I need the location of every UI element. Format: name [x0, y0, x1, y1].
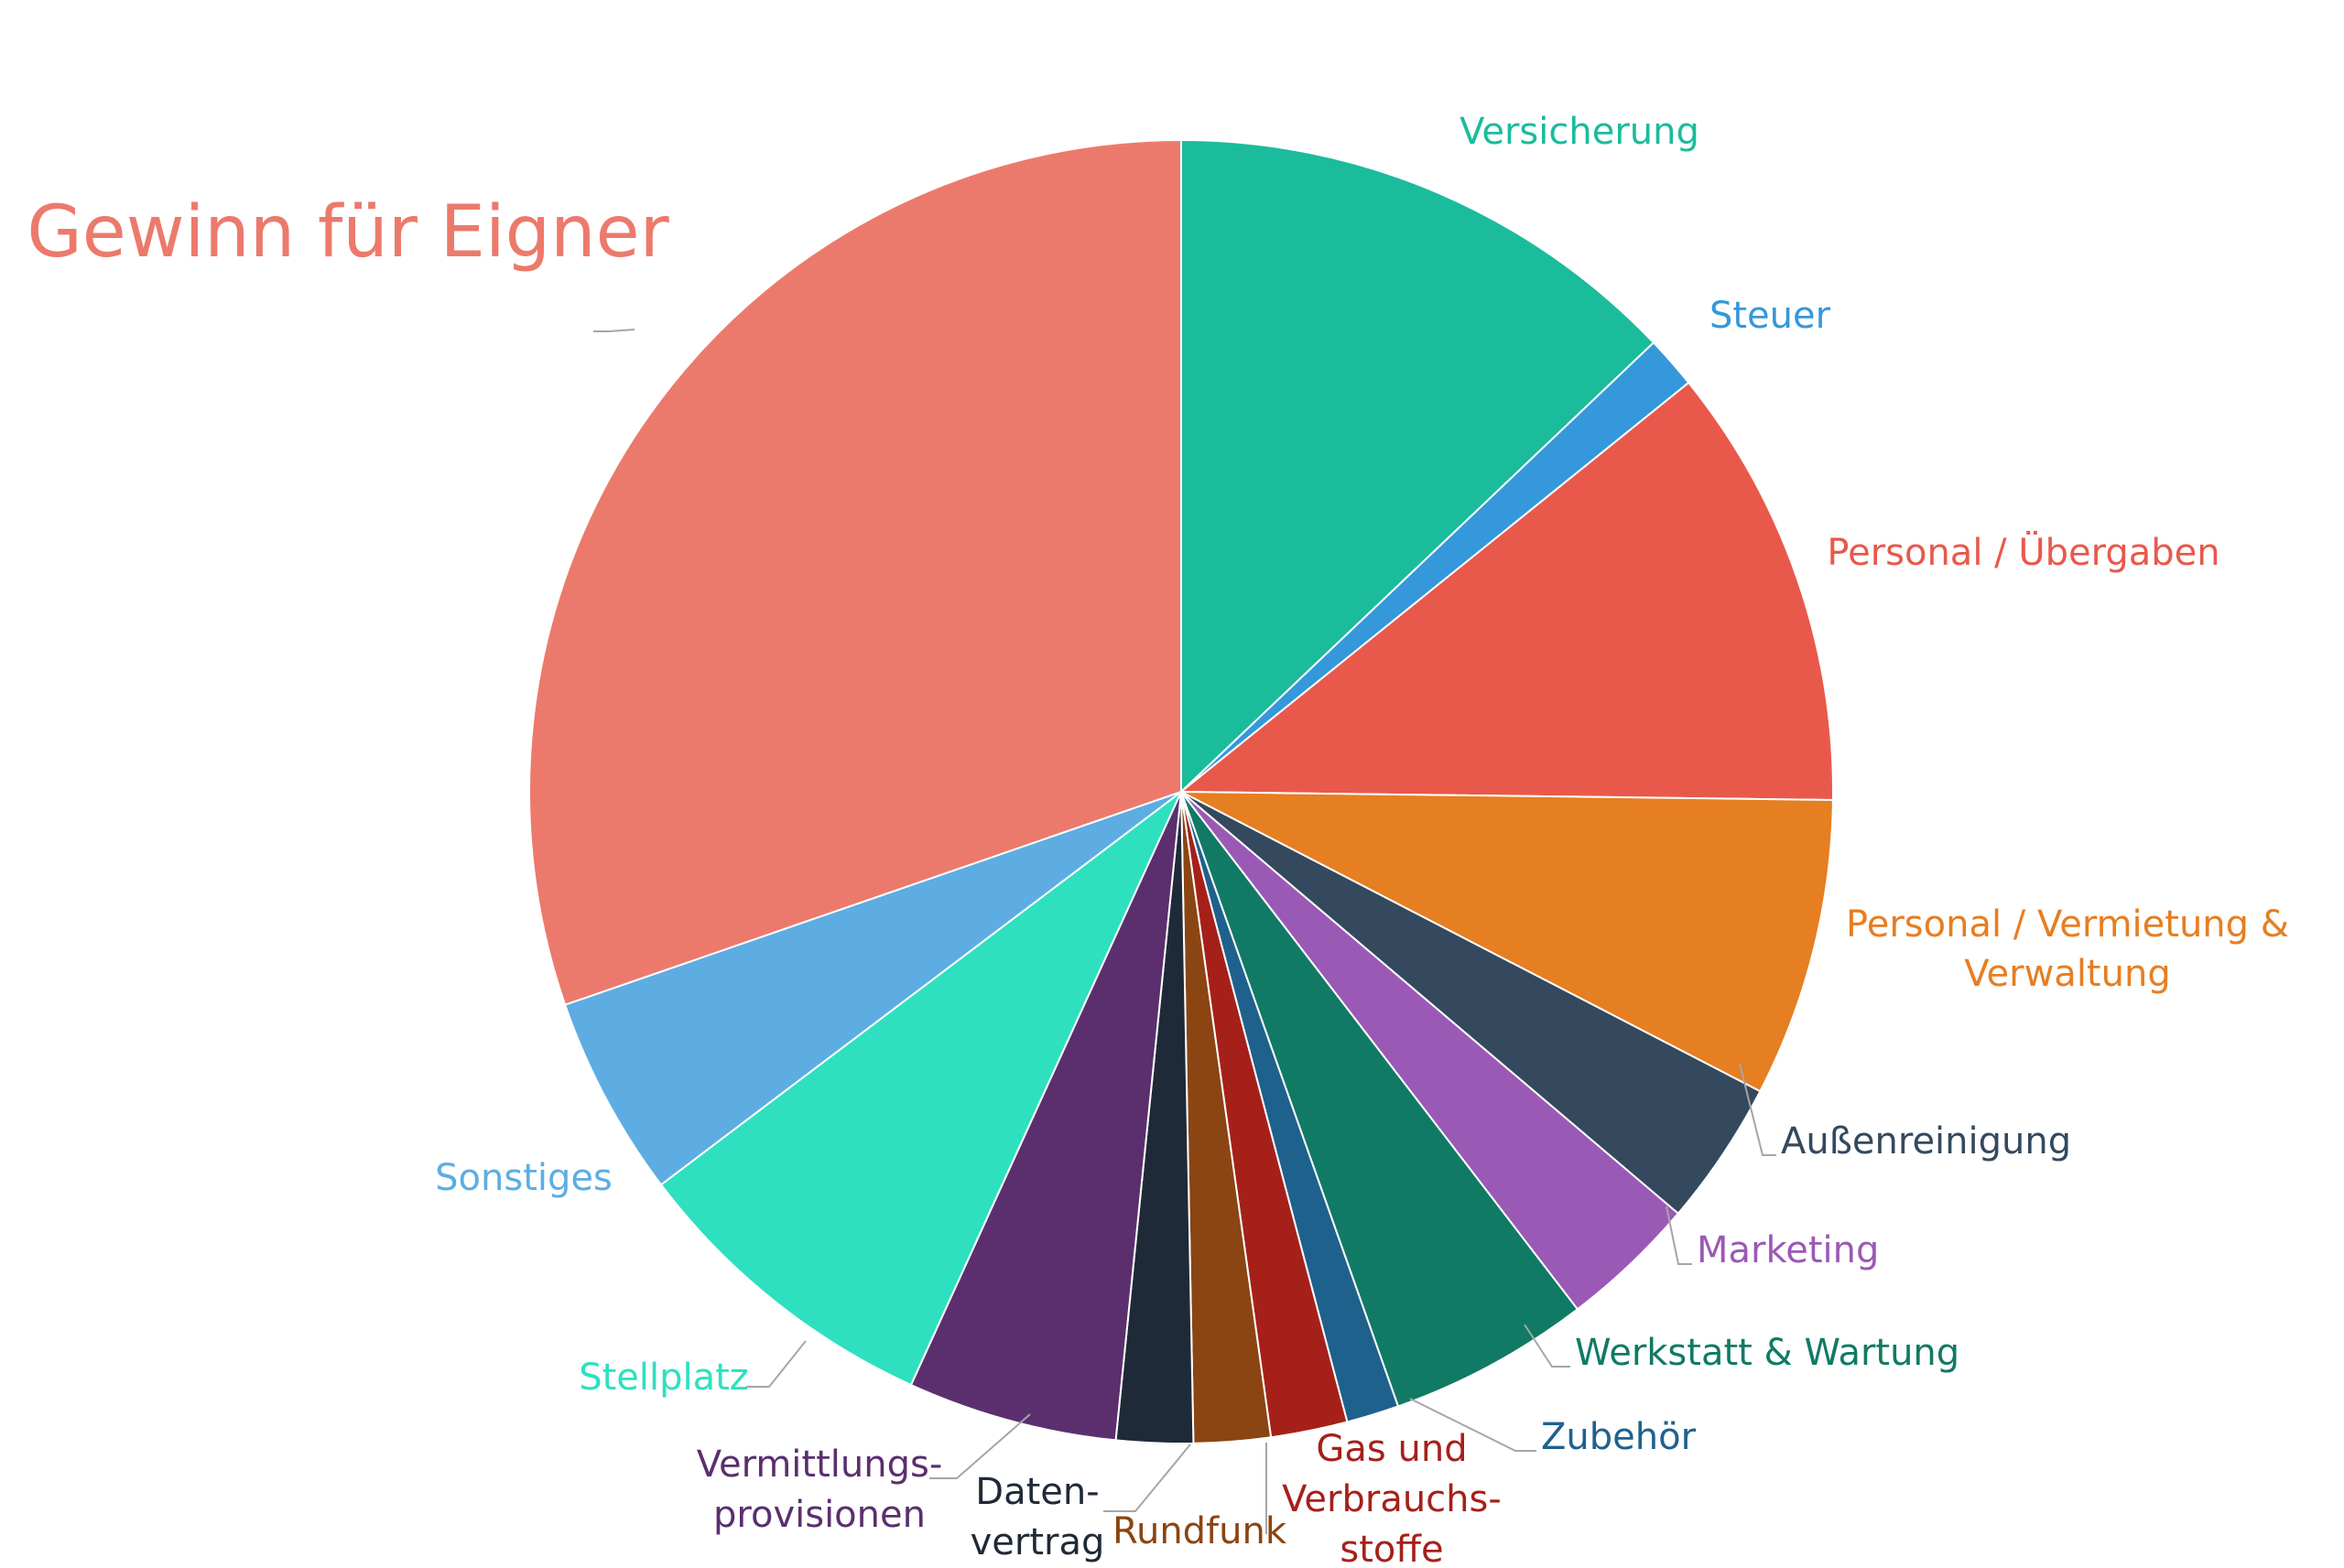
slice-gewinn-fuer-eigner	[528, 138, 1182, 1007]
label-zubehoer: Zubehör	[1541, 1416, 1697, 1458]
label-personal-uebergaben: Personal / Übergaben	[1827, 530, 2219, 574]
slice-labels: Versicherung Steuer Personal / Übergaben Pe…	[27, 111, 2289, 1568]
label-steuer: Steuer	[1709, 295, 1831, 337]
label-rundfunk: Rundfunk	[1112, 1510, 1287, 1552]
label-werkstatt-wartung: Werkstatt & Wartung	[1575, 1332, 1959, 1374]
slice-stellplatz	[659, 791, 1182, 1387]
slice-sonstiges	[563, 791, 1182, 1186]
leader-line-gewinn-fuer-eigner	[593, 329, 635, 332]
slice-versicherung	[1180, 138, 1655, 795]
label-versicherung: Versicherung	[1460, 111, 1699, 153]
leader-line-stellplatz	[746, 1340, 807, 1388]
slice-personal-uebergaben	[1178, 381, 1834, 801]
slice-werkstatt-wartung	[1180, 791, 1579, 1408]
leader-line-aussenreinigung	[1739, 1063, 1776, 1156]
label-personal-vermietung-verwaltung: Personal / Vermietung & Verwaltung	[1846, 903, 2289, 995]
pie-slices	[528, 138, 1834, 1444]
label-marketing: Marketing	[1697, 1229, 1879, 1271]
label-sonstiges: Sonstiges	[435, 1157, 613, 1199]
label-stellplatz: Stellplatz	[579, 1357, 749, 1399]
label-daten-vertrag: Daten-vertrag	[971, 1471, 1105, 1563]
label-gewinn-fuer-eigner: Gewinn für Eigner	[27, 191, 669, 274]
leader-line-vermittlungs-provisionen	[929, 1413, 1031, 1479]
label-aussenreinigung: Außenreinigung	[1781, 1120, 2071, 1162]
leader-line-marketing	[1666, 1206, 1692, 1265]
leader-line-daten-vertrag	[1103, 1444, 1191, 1512]
leader-line-zubehoer	[1409, 1398, 1536, 1452]
leader-lines	[593, 329, 1776, 1534]
label-gas-und-verbrauchs-stoffe: Gas und Verbrauchs-stoffe	[1282, 1428, 1502, 1568]
slice-vermittlungs-provisionen	[909, 791, 1182, 1442]
slice-personal-vermietung-verwaltung	[1180, 791, 1834, 1093]
leader-line-werkstatt-wartung	[1524, 1324, 1570, 1368]
label-vermittlungs-provisionen: Vermittlungs-provisionen	[697, 1444, 943, 1536]
